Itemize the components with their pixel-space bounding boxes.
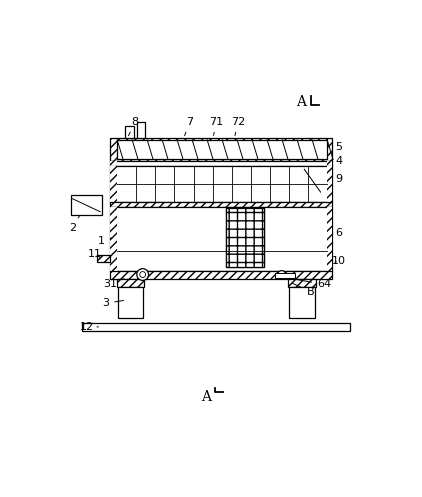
Text: A: A xyxy=(201,390,211,404)
Text: 64: 64 xyxy=(289,278,331,289)
Bar xyxy=(110,166,333,202)
Text: 6: 6 xyxy=(333,228,342,238)
Bar xyxy=(110,270,333,279)
Circle shape xyxy=(137,269,149,280)
Text: 7: 7 xyxy=(184,117,194,136)
Bar xyxy=(289,287,315,318)
Bar xyxy=(110,138,333,161)
Circle shape xyxy=(140,271,146,277)
Bar xyxy=(226,208,264,267)
Bar xyxy=(97,255,110,262)
Bar xyxy=(110,207,117,270)
Bar xyxy=(71,195,102,215)
Bar xyxy=(327,166,333,202)
Text: 10: 10 xyxy=(332,256,346,266)
Text: 71: 71 xyxy=(209,117,223,135)
Bar xyxy=(110,202,333,207)
Text: B: B xyxy=(292,283,315,297)
Text: 2: 2 xyxy=(69,216,80,233)
Bar xyxy=(110,138,333,161)
Text: 11: 11 xyxy=(88,249,102,259)
Text: 1: 1 xyxy=(97,236,111,246)
Bar xyxy=(110,202,333,207)
Bar xyxy=(137,122,145,138)
Text: 3: 3 xyxy=(102,298,124,308)
Text: 31: 31 xyxy=(103,279,124,289)
Circle shape xyxy=(278,270,286,278)
Bar xyxy=(275,273,295,278)
Bar xyxy=(327,161,333,166)
Text: 4: 4 xyxy=(333,156,343,166)
Text: 12: 12 xyxy=(80,322,99,332)
Text: 9: 9 xyxy=(333,174,343,185)
Bar xyxy=(110,166,117,202)
Bar xyxy=(110,161,117,166)
Bar xyxy=(288,279,316,287)
Bar xyxy=(226,208,264,267)
Bar xyxy=(117,140,327,160)
Bar xyxy=(110,161,117,166)
Text: 5: 5 xyxy=(333,142,342,152)
Bar xyxy=(116,279,144,287)
Text: A: A xyxy=(296,95,306,109)
Bar xyxy=(125,126,134,138)
Bar xyxy=(97,255,110,262)
Bar xyxy=(327,207,333,270)
Text: 72: 72 xyxy=(231,117,246,136)
Bar xyxy=(116,279,144,287)
Bar xyxy=(288,279,316,287)
Bar xyxy=(327,161,333,166)
Bar xyxy=(110,270,333,279)
Text: 8: 8 xyxy=(129,117,139,136)
Bar xyxy=(226,208,264,267)
Bar xyxy=(110,207,333,270)
Bar xyxy=(110,161,333,166)
Bar xyxy=(327,207,333,270)
Bar xyxy=(82,323,350,331)
Bar xyxy=(117,287,143,318)
Bar xyxy=(110,207,117,270)
Bar xyxy=(110,166,117,202)
Bar xyxy=(327,166,333,202)
